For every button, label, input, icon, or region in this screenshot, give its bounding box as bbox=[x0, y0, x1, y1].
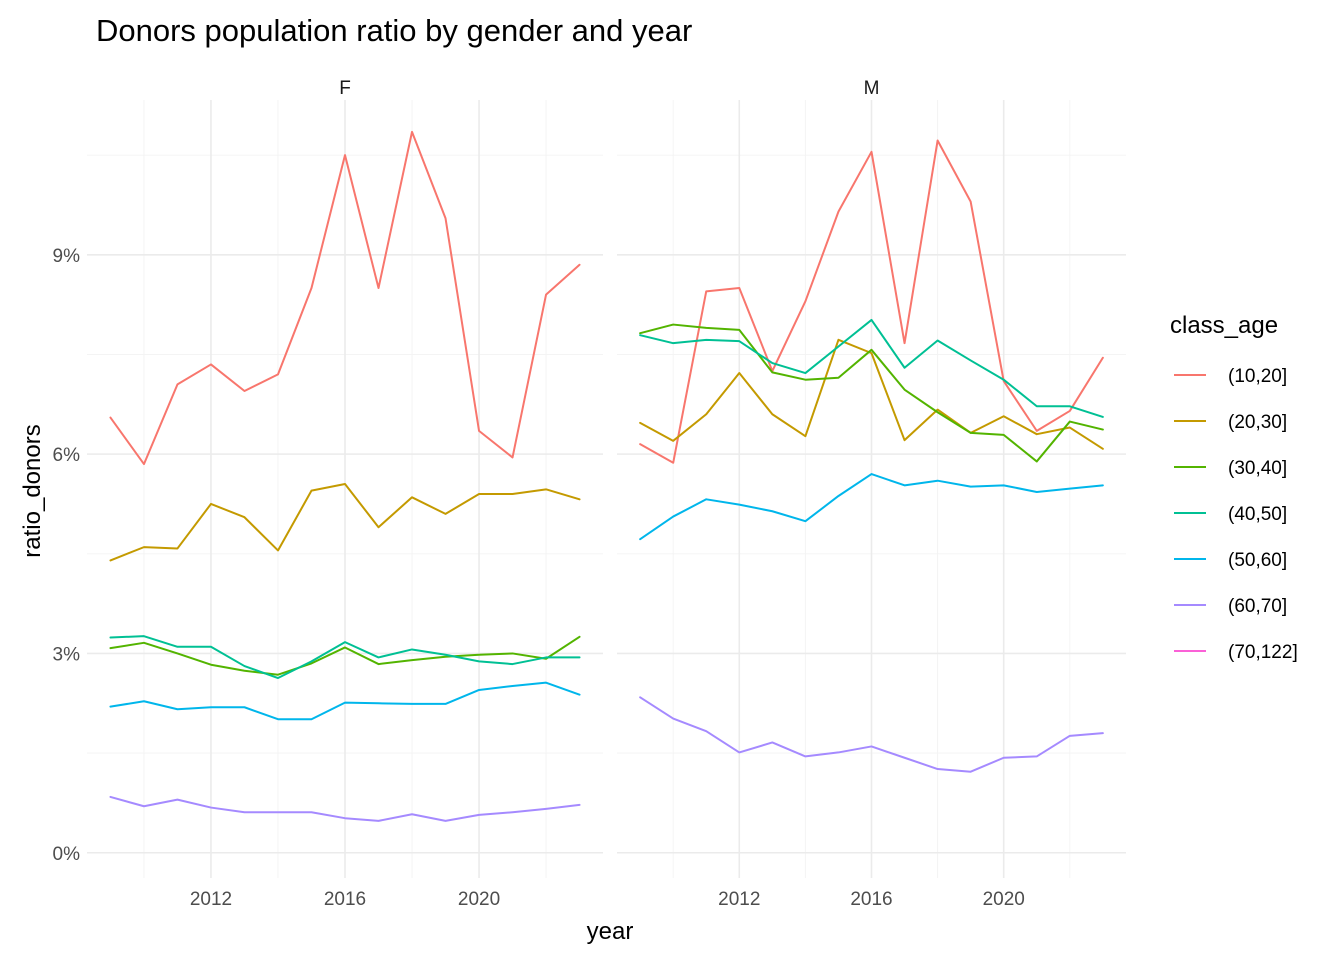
x-tick-label: 2020 bbox=[458, 889, 500, 910]
y-tick-label: 6% bbox=[53, 445, 81, 466]
legend-item: (30,40] bbox=[1174, 458, 1287, 479]
x-tick-label: 2016 bbox=[324, 889, 366, 910]
y-axis-tick-labels: 0% 3% 6% 9% bbox=[53, 246, 81, 865]
series-line-F-60-70 bbox=[109, 795, 581, 822]
legend-item: (10,20] bbox=[1174, 366, 1287, 387]
legend-item: (40,50] bbox=[1174, 504, 1287, 525]
legend-label: (50,60] bbox=[1228, 550, 1287, 571]
x-tick-label: 2012 bbox=[718, 889, 760, 910]
facet-panel-M: M 2012 2016 2020 bbox=[617, 78, 1126, 910]
legend-item: (60,70] bbox=[1174, 596, 1287, 617]
series-line-F-50-60 bbox=[109, 681, 581, 721]
legend-label: (70,122] bbox=[1228, 642, 1298, 663]
legend-label: (40,50] bbox=[1228, 504, 1287, 525]
legend-label: (10,20] bbox=[1228, 366, 1287, 387]
x-tick-label: 2016 bbox=[850, 889, 892, 910]
legend-items: (10,20] (20,30] (30,40] (40,50] (50,60] (60,7… bbox=[1174, 366, 1298, 663]
y-axis-title: ratio_donors bbox=[19, 424, 46, 557]
series-line-F-20-30 bbox=[109, 483, 581, 562]
legend-item: (20,30] bbox=[1174, 412, 1287, 433]
facet-label-M: M bbox=[864, 78, 880, 99]
series-line-M-10-20 bbox=[639, 139, 1104, 464]
series-line-F-40-50 bbox=[109, 635, 581, 680]
series-line-M-20-30 bbox=[639, 338, 1104, 450]
y-tick-label: 9% bbox=[53, 246, 81, 267]
chart-title: Donors population ratio by gender and ye… bbox=[96, 13, 692, 48]
facet-panels: F 2012 2016 2020 M 2012 2016 2020 bbox=[87, 78, 1126, 910]
legend-label: (30,40] bbox=[1228, 458, 1287, 479]
facet-panel-F: F 2012 2016 2020 bbox=[87, 78, 603, 910]
legend-item: (70,122] bbox=[1174, 642, 1298, 663]
y-tick-label: 0% bbox=[53, 844, 81, 865]
x-tick-label: 2020 bbox=[983, 889, 1025, 910]
x-axis-title: year bbox=[587, 918, 634, 945]
legend-item: (50,60] bbox=[1174, 550, 1287, 571]
series-line-M-40-50 bbox=[639, 318, 1104, 418]
series-line-M-50-60 bbox=[639, 473, 1104, 541]
legend-label: (20,30] bbox=[1228, 412, 1287, 433]
y-tick-label: 3% bbox=[53, 644, 81, 665]
x-tick-label: 2012 bbox=[190, 889, 232, 910]
series-line-M-60-70 bbox=[639, 696, 1104, 773]
legend: class_age (10,20] (20,30] (30,40] (40,50] (5… bbox=[1170, 312, 1298, 663]
legend-label: (60,70] bbox=[1228, 596, 1287, 617]
series-line-M-30-40 bbox=[639, 323, 1104, 463]
series-line-F-10-20 bbox=[109, 130, 581, 466]
facet-label-F: F bbox=[339, 78, 351, 99]
legend-title: class_age bbox=[1170, 312, 1278, 339]
series-line-F-30-40 bbox=[109, 635, 581, 676]
